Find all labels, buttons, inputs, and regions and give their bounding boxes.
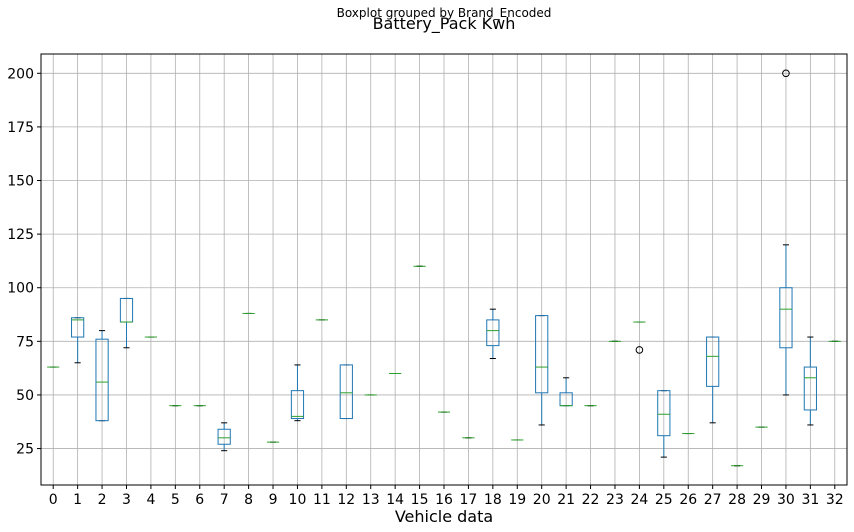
x-tick-label: 5 xyxy=(171,492,180,508)
box-iqr xyxy=(535,315,549,394)
box-iqr xyxy=(71,317,85,338)
x-tick-label: 9 xyxy=(269,492,278,508)
x-tick-label: 22 xyxy=(582,492,600,508)
x-tick-label: 25 xyxy=(655,492,673,508)
box-20 xyxy=(535,315,549,426)
outlier-point xyxy=(782,69,790,78)
x-tick-label: 26 xyxy=(679,492,697,508)
box-iqr xyxy=(706,336,720,387)
x-tick-label: 3 xyxy=(122,492,131,508)
x-tick-label: 8 xyxy=(244,492,253,508)
box-iqr xyxy=(657,390,671,437)
x-tick-label: 21 xyxy=(557,492,575,508)
x-tick-label: 32 xyxy=(826,492,844,508)
boxes-group xyxy=(47,69,841,467)
x-tick-label: 14 xyxy=(386,492,404,508)
box-iqr xyxy=(803,366,817,411)
box-2 xyxy=(95,330,109,422)
y-tick-label: 50 xyxy=(16,388,34,404)
box-21 xyxy=(559,377,573,407)
y-tick-label: 75 xyxy=(16,334,34,350)
y-tick-label: 125 xyxy=(7,227,34,243)
y-tick-label: 150 xyxy=(7,174,34,190)
x-tick-label: 28 xyxy=(728,492,746,508)
x-tick-label: 18 xyxy=(484,492,502,508)
x-tick-label: 6 xyxy=(195,492,204,508)
x-axis-label: Vehicle data xyxy=(395,507,493,526)
x-tick-label: 13 xyxy=(362,492,380,508)
x-tick-label: 10 xyxy=(289,492,307,508)
outlier-point xyxy=(635,346,644,354)
y-tick-label: 175 xyxy=(7,120,34,136)
box-27 xyxy=(706,336,720,424)
x-tick-label: 17 xyxy=(460,492,478,508)
box-31 xyxy=(803,336,817,426)
x-tick-label: 12 xyxy=(337,492,355,508)
x-axis: 0 1 2 3 4 5 6 7 8 9 10 11 12 13 14 15 16 17 18 19 20 21 22 23 24… xyxy=(49,485,844,508)
x-tick-label: 27 xyxy=(704,492,722,508)
box-iqr xyxy=(290,390,305,420)
box-iqr xyxy=(486,319,500,347)
x-tick-label: 29 xyxy=(753,492,771,508)
box-7 xyxy=(217,422,231,452)
chart-suptitle: Boxplot grouped by Brand_Encoded xyxy=(337,6,552,20)
x-tick-label: 4 xyxy=(146,492,155,508)
y-tick-label: 25 xyxy=(16,442,34,458)
y-axis: 25 50 75 100 125 150 175 200 xyxy=(7,66,41,458)
x-tick-label: 1 xyxy=(73,492,82,508)
box-iqr xyxy=(95,338,109,422)
x-tick-label: 30 xyxy=(777,492,795,508)
box-10 xyxy=(290,364,305,422)
x-tick-label: 11 xyxy=(313,492,331,508)
x-tick-label: 24 xyxy=(630,492,648,508)
x-tick-label: 31 xyxy=(801,492,819,508)
box-iqr xyxy=(339,364,353,420)
box-12 xyxy=(339,364,353,420)
y-tick-label: 100 xyxy=(7,281,34,297)
box-24 xyxy=(633,321,646,354)
box-iqr xyxy=(779,287,793,349)
x-tick-label: 15 xyxy=(411,492,429,508)
x-tick-label: 7 xyxy=(220,492,229,508)
grid-lines xyxy=(41,54,847,485)
x-tick-label: 16 xyxy=(435,492,453,508)
box-25 xyxy=(657,390,671,458)
x-tick-label: 2 xyxy=(98,492,107,508)
box-18 xyxy=(486,308,500,359)
box-30 xyxy=(779,69,793,396)
y-tick-label: 200 xyxy=(7,66,34,82)
box-3 xyxy=(119,297,134,349)
chart-title: Battery_Pack Kwh xyxy=(373,14,516,34)
x-tick-label: 0 xyxy=(49,492,58,508)
x-tick-label: 19 xyxy=(508,492,526,508)
x-tick-label: 23 xyxy=(606,492,624,508)
box-1 xyxy=(71,317,85,364)
box-iqr xyxy=(217,428,231,445)
x-tick-label: 20 xyxy=(533,492,551,508)
